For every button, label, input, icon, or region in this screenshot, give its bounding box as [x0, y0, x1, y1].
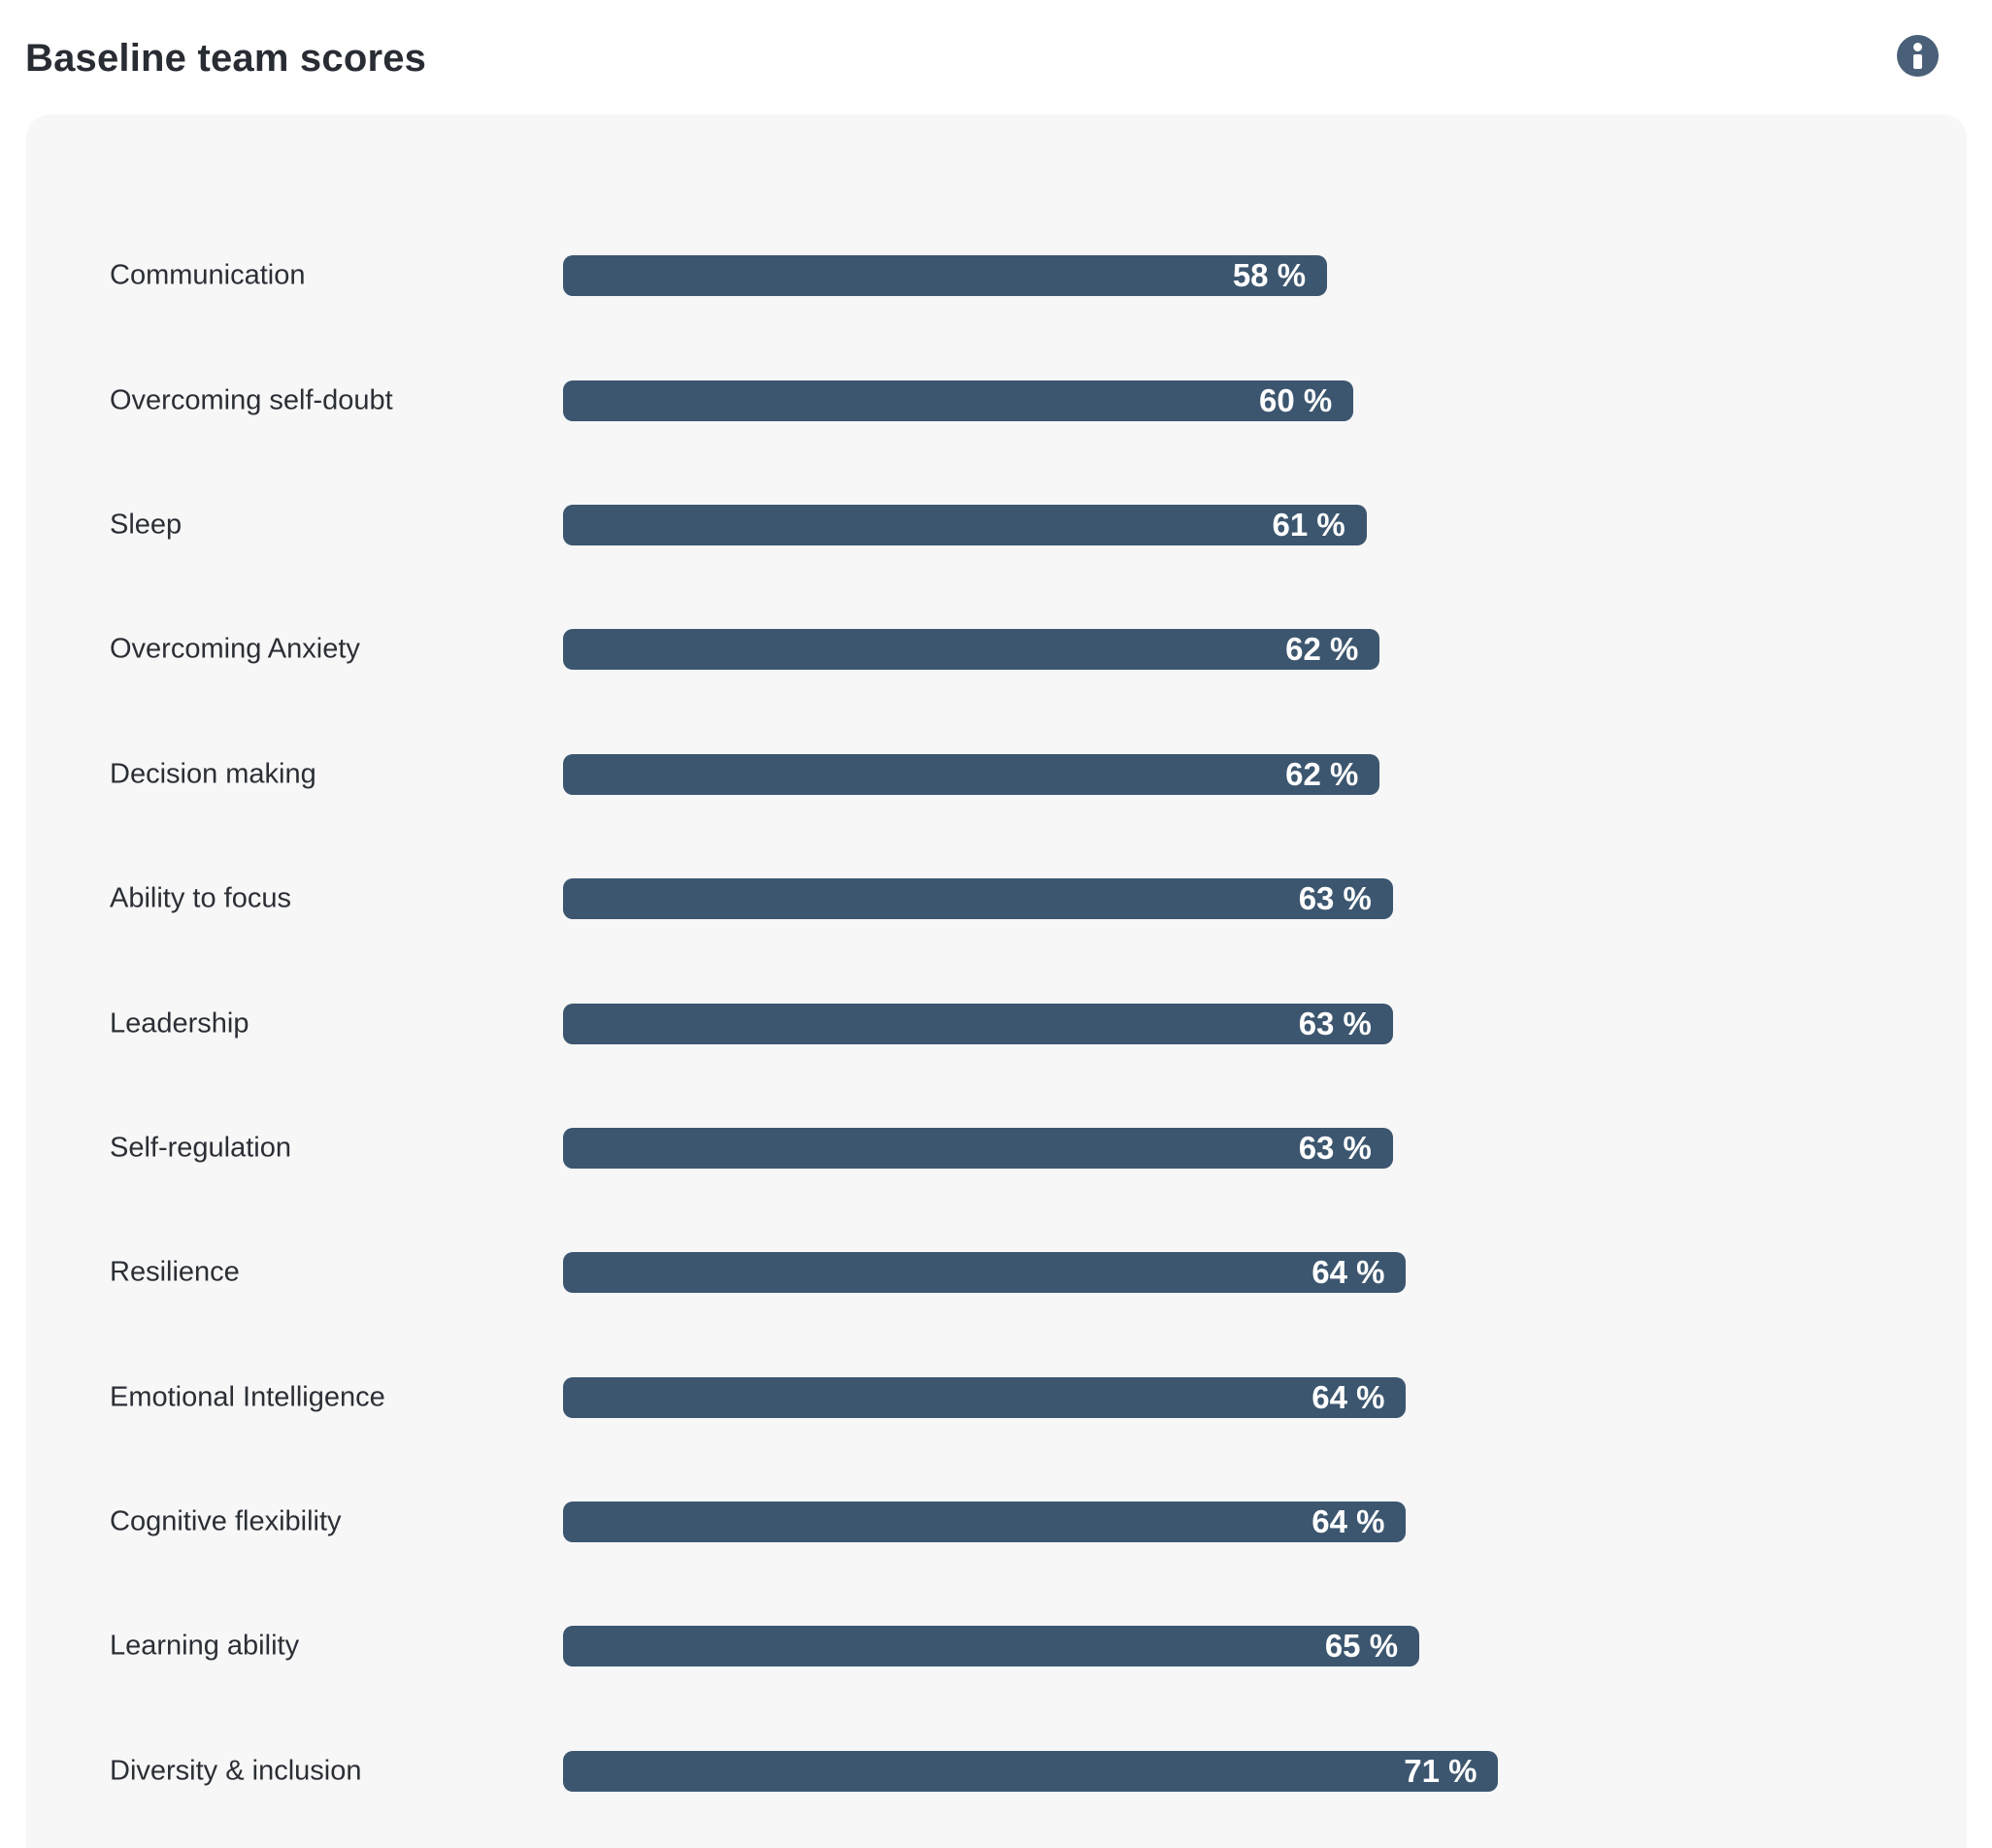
bar-track: 60 %	[563, 380, 1880, 421]
bar-row: Self-regulation 63 %	[26, 1086, 1967, 1210]
bar: 63 %	[563, 878, 1393, 920]
bar-label: Decision making	[110, 758, 316, 790]
bar-label: Leadership	[110, 1007, 249, 1040]
bar-row: Resilience 64 %	[26, 1210, 1967, 1335]
bar: 64 %	[563, 1252, 1407, 1294]
bar-label: Overcoming Anxiety	[110, 633, 360, 665]
bar-value-label: 71 %	[1404, 1752, 1477, 1789]
bar: 62 %	[563, 753, 1380, 795]
bar: 64 %	[563, 1502, 1407, 1543]
bar-value-label: 64 %	[1311, 1378, 1385, 1415]
bar-track: 64 %	[563, 1376, 1880, 1418]
bar-row: Decision making 62 %	[26, 712, 1967, 837]
bar-value-label: 63 %	[1298, 880, 1372, 917]
bar-value-label: 64 %	[1311, 1503, 1385, 1540]
bar-row: Emotional Intelligence 64 %	[26, 1336, 1967, 1460]
bar-value-label: 63 %	[1298, 1129, 1372, 1166]
bar-label: Diversity & inclusion	[110, 1755, 362, 1787]
bar-value-label: 65 %	[1324, 1628, 1399, 1665]
bar-label: Ability to focus	[110, 882, 291, 914]
bar-track: 61 %	[563, 504, 1880, 545]
bar-row: Diversity & inclusion 71 %	[26, 1709, 1967, 1833]
bar-row: Learning ability 65 %	[26, 1584, 1967, 1708]
bar-value-label: 64 %	[1311, 1254, 1385, 1291]
bar-label: Self-regulation	[110, 1132, 291, 1164]
bar: 64 %	[563, 1376, 1407, 1418]
bar-value-label: 62 %	[1285, 631, 1359, 668]
bar-track: 64 %	[563, 1252, 1880, 1294]
bar-track: 63 %	[563, 878, 1880, 920]
bar: 71 %	[563, 1750, 1499, 1792]
bar: 65 %	[563, 1626, 1420, 1667]
bar-value-label: 62 %	[1285, 755, 1359, 792]
bar-track: 63 %	[563, 1127, 1880, 1169]
bar: 63 %	[563, 1127, 1393, 1169]
bar-label: Learning ability	[110, 1630, 300, 1662]
bar-row: Overcoming Anxiety 62 %	[26, 587, 1967, 711]
info-icon	[1912, 43, 1923, 69]
bar-label: Sleep	[110, 509, 183, 541]
bar-value-label: 61 %	[1272, 506, 1345, 543]
bar-value-label: 63 %	[1298, 1005, 1372, 1041]
bar-track: 64 %	[563, 1502, 1880, 1543]
bar-chart: Communication 58 % Overcoming self-doubt 60…	[26, 214, 1967, 1833]
bar: 63 %	[563, 1003, 1393, 1044]
bar-label: Communication	[110, 259, 306, 291]
bar-track: 63 %	[563, 1003, 1880, 1044]
bar-label: Cognitive flexibility	[110, 1505, 342, 1537]
bar: 61 %	[563, 504, 1367, 545]
chart-panel: Communication 58 % Overcoming self-doubt 60…	[26, 115, 1967, 1848]
bar-track: 65 %	[563, 1626, 1880, 1667]
bar-label: Resilience	[110, 1256, 240, 1288]
bar-track: 62 %	[563, 629, 1880, 671]
bar: 60 %	[563, 380, 1354, 421]
bar-value-label: 60 %	[1258, 381, 1333, 418]
bar: 58 %	[563, 255, 1328, 297]
bar-track: 62 %	[563, 753, 1880, 795]
bar-row: Ability to focus 63 %	[26, 837, 1967, 961]
bar-row: Sleep 61 %	[26, 463, 1967, 587]
bar-label: Emotional Intelligence	[110, 1381, 385, 1413]
bar-value-label: 58 %	[1232, 257, 1307, 294]
bar-label: Overcoming self-doubt	[110, 384, 393, 416]
bar-row: Leadership 63 %	[26, 961, 1967, 1085]
bar-track: 58 %	[563, 255, 1880, 297]
bar-row: Communication 58 %	[26, 214, 1967, 338]
bar-track: 71 %	[563, 1750, 1880, 1792]
bar-row: Overcoming self-doubt 60 %	[26, 338, 1967, 462]
info-button[interactable]	[1897, 35, 1939, 77]
page-title: Baseline team scores	[25, 37, 427, 80]
bar: 62 %	[563, 629, 1380, 671]
bar-row: Cognitive flexibility 64 %	[26, 1460, 1967, 1584]
